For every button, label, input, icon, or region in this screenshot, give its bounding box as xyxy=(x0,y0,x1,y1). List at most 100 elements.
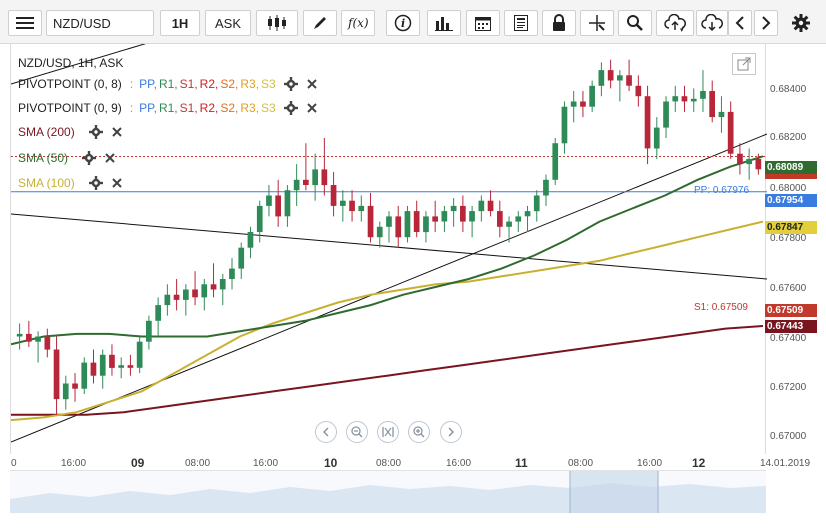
info-button[interactable]: i xyxy=(386,10,420,36)
legend-sma100-label: SMA (100) xyxy=(18,176,75,190)
chart-type-button[interactable] xyxy=(256,10,298,36)
symbol-selector[interactable]: NZD/USD xyxy=(46,10,154,36)
sma200-remove[interactable] xyxy=(111,126,123,138)
interval-button[interactable]: 1H xyxy=(160,10,200,36)
candle-body xyxy=(303,179,309,185)
symbol-label: NZD/USD xyxy=(53,15,111,31)
indicators-button[interactable]: f(x) xyxy=(341,10,375,36)
zoom-out-button[interactable] xyxy=(346,421,368,443)
lock-button[interactable] xyxy=(542,10,576,36)
legend-s3: S3 xyxy=(261,101,276,115)
candle-body xyxy=(266,195,272,206)
chart-title: NZD/USD, 1H, ASK xyxy=(18,55,125,71)
price-type-button[interactable]: ASK xyxy=(205,10,251,36)
price-tick: 0.67600 xyxy=(770,283,807,294)
candle-body xyxy=(709,91,715,118)
legend-pivot2[interactable]: PIVOTPOINT (0, 9) : PP, R1, S1, R2, S2, … xyxy=(18,100,320,116)
pencil-icon xyxy=(314,17,326,29)
share-button[interactable] xyxy=(732,53,756,75)
pivot2-settings[interactable] xyxy=(283,101,298,115)
download-button[interactable] xyxy=(696,10,728,36)
legend-pivot1[interactable]: PIVOTPOINT (0, 8) : PP, R1, S1, R2, S2, … xyxy=(18,76,320,92)
price-chart[interactable] xyxy=(11,44,767,454)
candle-body xyxy=(330,185,337,206)
svg-text:▾: ▾ xyxy=(680,27,684,32)
candle-body xyxy=(598,70,605,86)
legend-sma200-label: SMA (200) xyxy=(18,125,75,139)
candle-body xyxy=(118,365,124,368)
svg-text:f(x): f(x) xyxy=(347,16,369,30)
settings-button[interactable] xyxy=(786,10,816,36)
legend-sma50[interactable]: SMA (50) xyxy=(18,150,118,166)
time-label: 16:00 xyxy=(61,458,87,469)
bars-icon xyxy=(435,17,453,31)
pan-left-button[interactable] xyxy=(315,421,337,443)
chart-title-text: NZD/USD, 1H, ASK xyxy=(18,56,124,70)
candle-body xyxy=(497,211,503,227)
candle-body xyxy=(183,289,189,300)
sma50-remove[interactable] xyxy=(104,152,116,164)
legend-s1: S1, xyxy=(179,101,198,115)
sma100-line xyxy=(11,220,764,422)
volume-button[interactable] xyxy=(427,10,461,36)
price-tick: 0.67200 xyxy=(770,382,807,393)
sma50-settings[interactable] xyxy=(82,151,97,165)
calendar-button[interactable] xyxy=(466,10,500,36)
time-label: 09 xyxy=(131,456,145,470)
candle-body xyxy=(404,211,411,238)
navigator-sparkline xyxy=(10,471,766,513)
candle-body xyxy=(552,143,559,180)
legend-sma100[interactable]: SMA (100) xyxy=(18,175,125,191)
time-label: 12 xyxy=(692,456,706,470)
report-button[interactable] xyxy=(504,10,538,36)
scroll-left-button[interactable] xyxy=(728,10,752,36)
chart-area[interactable] xyxy=(10,44,767,454)
reset-button[interactable] xyxy=(377,421,399,443)
candle-body xyxy=(136,341,143,368)
pp-price-tag: 0.67954 xyxy=(765,194,817,207)
menu-button[interactable] xyxy=(8,10,42,36)
upload-button[interactable]: ▾ xyxy=(656,10,694,36)
reset-icon xyxy=(382,427,394,437)
crosshair-button[interactable] xyxy=(580,10,614,36)
candle-body xyxy=(644,96,651,149)
chevron-right-icon xyxy=(448,427,455,437)
time-label: 14.01.2019 xyxy=(760,458,811,469)
candle-body xyxy=(737,153,743,165)
candle-body xyxy=(395,216,402,238)
sma100-remove[interactable] xyxy=(111,177,123,189)
chart-navigator[interactable] xyxy=(10,470,766,513)
chevron-left-icon xyxy=(735,16,744,30)
s1-label: S1: 0.67509 xyxy=(694,302,748,313)
candle-body xyxy=(293,179,300,191)
close-icon xyxy=(111,178,122,188)
zoom-button[interactable] xyxy=(618,10,652,36)
scroll-right-button[interactable] xyxy=(754,10,778,36)
pivot1-remove[interactable] xyxy=(306,78,318,90)
gear-icon xyxy=(88,176,103,190)
legend-sma200[interactable]: SMA (200) xyxy=(18,124,125,140)
zoom-in-button[interactable] xyxy=(408,421,430,443)
candle-body xyxy=(247,232,254,248)
pan-right-button[interactable] xyxy=(440,421,462,443)
gear-icon xyxy=(283,101,298,115)
close-icon xyxy=(307,79,317,89)
legend-r3: R3, xyxy=(240,101,260,115)
candle-body xyxy=(358,205,365,212)
chart-toolbar: NZD/USD 1H ASK f(x) i ▾ xyxy=(0,0,826,44)
candle-body xyxy=(173,294,180,300)
candle-body xyxy=(626,75,632,86)
last-price-tag: 0.68089 xyxy=(765,161,817,174)
legend-pp: PP, xyxy=(139,77,157,91)
sma200-settings[interactable] xyxy=(88,125,103,139)
candle-body xyxy=(617,75,623,81)
candles-icon xyxy=(268,15,286,31)
pivot1-settings[interactable] xyxy=(283,77,298,91)
candle-body xyxy=(681,96,688,102)
candle-body xyxy=(580,101,586,107)
sma100-settings[interactable] xyxy=(88,176,103,190)
candle-body xyxy=(192,289,198,298)
pivot2-remove[interactable] xyxy=(306,102,318,114)
candle-body xyxy=(275,195,281,217)
draw-button[interactable] xyxy=(303,10,337,36)
